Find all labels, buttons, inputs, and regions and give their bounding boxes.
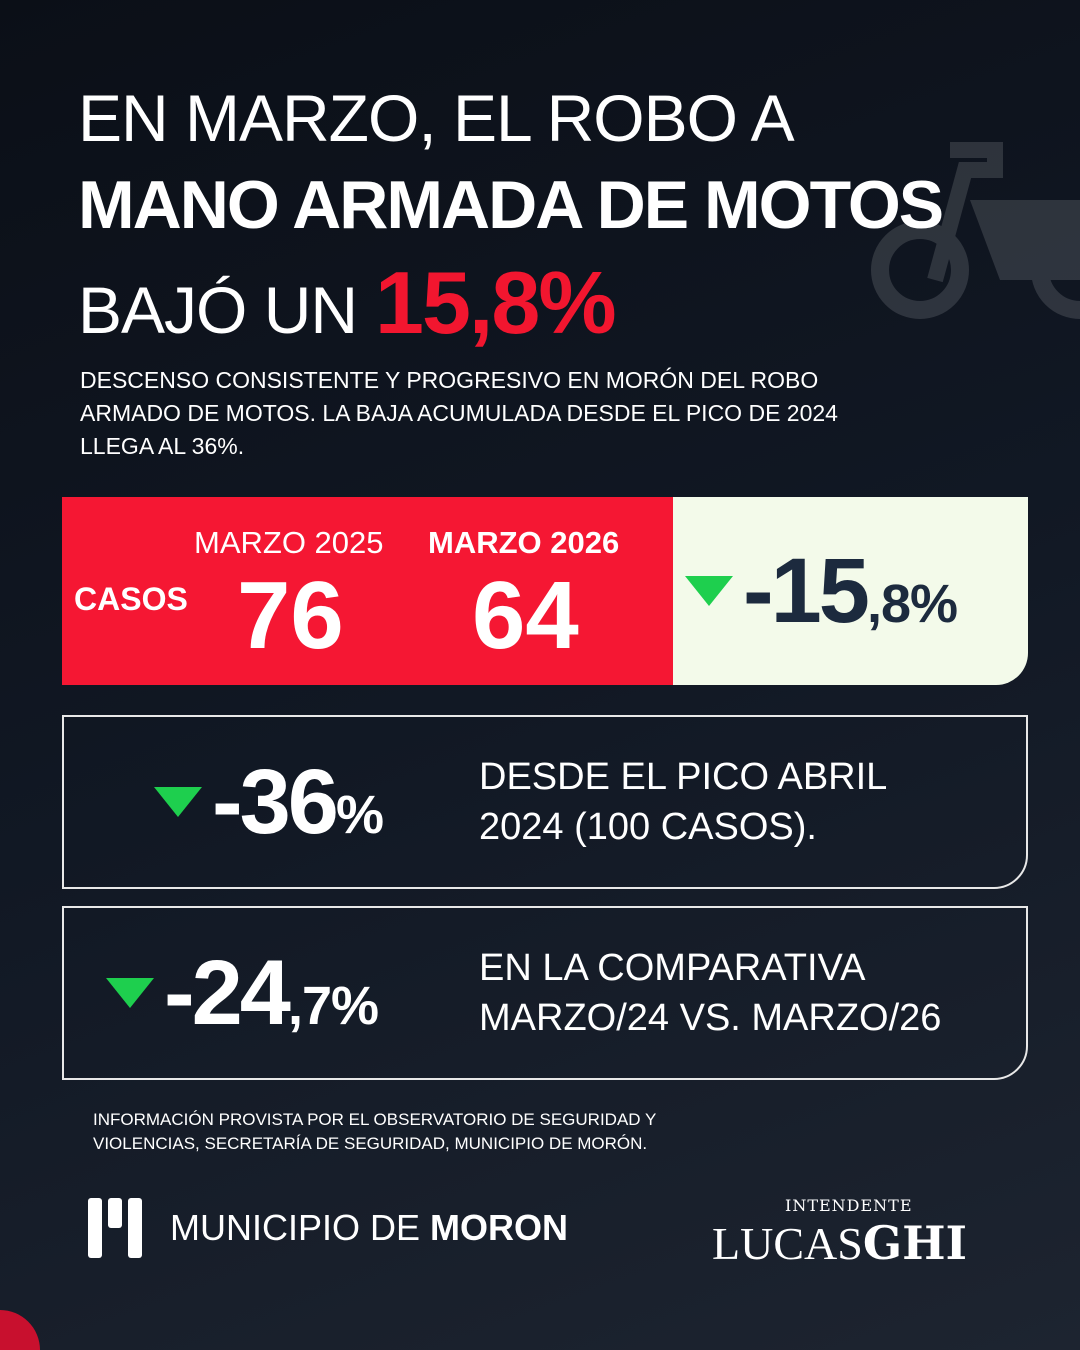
stat-box-peak: -36% DESDE EL PICO ABRIL 2024 (100 CASOS)… [62, 715, 1028, 889]
stat-value: -24,7% [106, 941, 479, 1046]
motorcycle-icon [871, 142, 1080, 319]
stat-dec: ,7% [287, 975, 379, 1036]
change-int: -15 [743, 539, 870, 642]
intendente-label: INTENDENTE [785, 1196, 913, 1215]
intendente-logo: LUCASGHI [712, 1216, 967, 1270]
main-stat-card: CASOS MARZO 2025 76 MARZO 2026 64 -15,8% [62, 497, 1028, 685]
subtitle: DESCENSO CONSISTENTE Y PROGRESIVO EN MOR… [80, 367, 838, 459]
red-corner-decoration [0, 1310, 40, 1350]
stat-text-2: MARZO/24 VS. MARZO/26 [479, 997, 942, 1039]
stat-int: -36 [212, 750, 339, 853]
municipio-text: MUNICIPIO DE [170, 1207, 431, 1248]
stat-box-comparison: -24,7% EN LA COMPARATIVA MARZO/24 VS. MAR… [62, 906, 1028, 1080]
source-note: INFORMACIÓN PROVISTA POR EL OBSERVATORIO… [93, 1110, 657, 1153]
name-light: LUCAS [712, 1218, 863, 1269]
change-dec: ,8% [866, 573, 958, 634]
change-panel: -15,8% [673, 497, 1028, 685]
change-value: -15,8% [743, 539, 958, 644]
headline-highlight: 15,8% [375, 253, 617, 352]
stat-text-1: DESDE EL PICO ABRIL [479, 756, 888, 798]
period-2-value: 64 [472, 562, 579, 669]
headline-line-3: BAJÓ UN 15,8% [78, 252, 617, 354]
period-1-value: 76 [237, 562, 344, 669]
stat-text-2: 2024 (100 CASOS). [479, 806, 817, 848]
stat-int: -24 [164, 941, 291, 1044]
municipio-bold: MORON [430, 1207, 569, 1248]
stat-value: -36% [154, 750, 479, 855]
headline-line-3-text: BAJÓ UN [78, 273, 358, 347]
headline-line-2: MANO ARMADA DE MOTOS [78, 167, 944, 243]
stat-description: DESDE EL PICO ABRIL 2024 (100 CASOS). [479, 752, 887, 852]
down-triangle-icon [685, 576, 733, 606]
cases-label: CASOS [74, 581, 188, 617]
stat-description: EN LA COMPARATIVA MARZO/24 VS. MARZO/26 [479, 943, 941, 1043]
period-2-label: MARZO 2026 [428, 525, 620, 560]
stat-text-1: EN LA COMPARATIVA [479, 947, 866, 989]
down-triangle-icon [154, 787, 202, 817]
cases-panel: CASOS MARZO 2025 76 MARZO 2026 64 [62, 497, 673, 685]
headline-line-1: EN MARZO, EL ROBO A [78, 81, 795, 155]
name-bold: GHI [862, 1216, 968, 1270]
period-1-label: MARZO 2025 [194, 525, 384, 560]
municipio-logo-icon [88, 1198, 142, 1258]
municipio-logo: MUNICIPIO DE MORON [88, 1198, 568, 1258]
down-triangle-icon [106, 978, 154, 1008]
stat-dec: % [335, 784, 384, 845]
